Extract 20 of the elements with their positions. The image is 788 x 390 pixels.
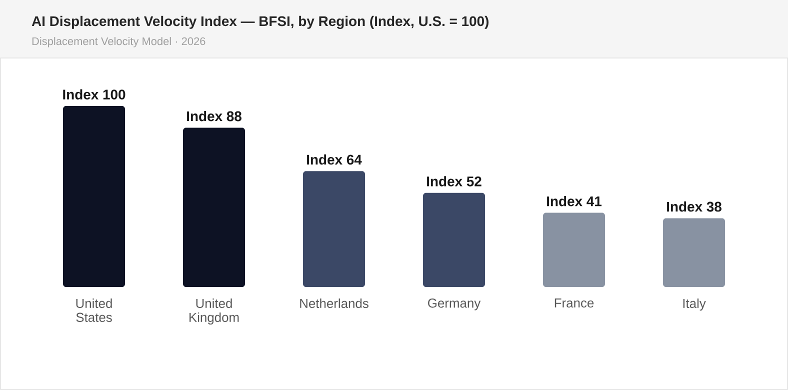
data-label: Index 38 <box>667 201 722 212</box>
x-tick-label: Germany <box>428 298 481 310</box>
data-label: Index 41 <box>547 196 602 206</box>
data-label: Index 100 <box>63 89 126 100</box>
bar <box>63 106 126 287</box>
x-tick-label: France <box>554 298 594 308</box>
x-tick-label: Netherlands <box>300 298 368 308</box>
x-tick-label: United States <box>76 298 112 322</box>
data-label: Index 88 <box>187 110 242 122</box>
x-tick-label: United Kingdom <box>190 298 239 325</box>
chart-subtitle: Displacement Velocity Model · 2026 <box>32 37 206 48</box>
bar <box>303 171 366 287</box>
bar <box>183 128 246 287</box>
bar <box>663 218 726 287</box>
data-label: Index 64 <box>307 154 362 165</box>
bar <box>423 192 486 287</box>
x-tick-label: Italy <box>683 298 706 311</box>
bar <box>543 212 606 287</box>
chart-title: AI Displacement Velocity Index — BFSI, by Region (Index, U.S. = 100) <box>32 16 489 29</box>
data-label: Index 52 <box>427 176 482 186</box>
